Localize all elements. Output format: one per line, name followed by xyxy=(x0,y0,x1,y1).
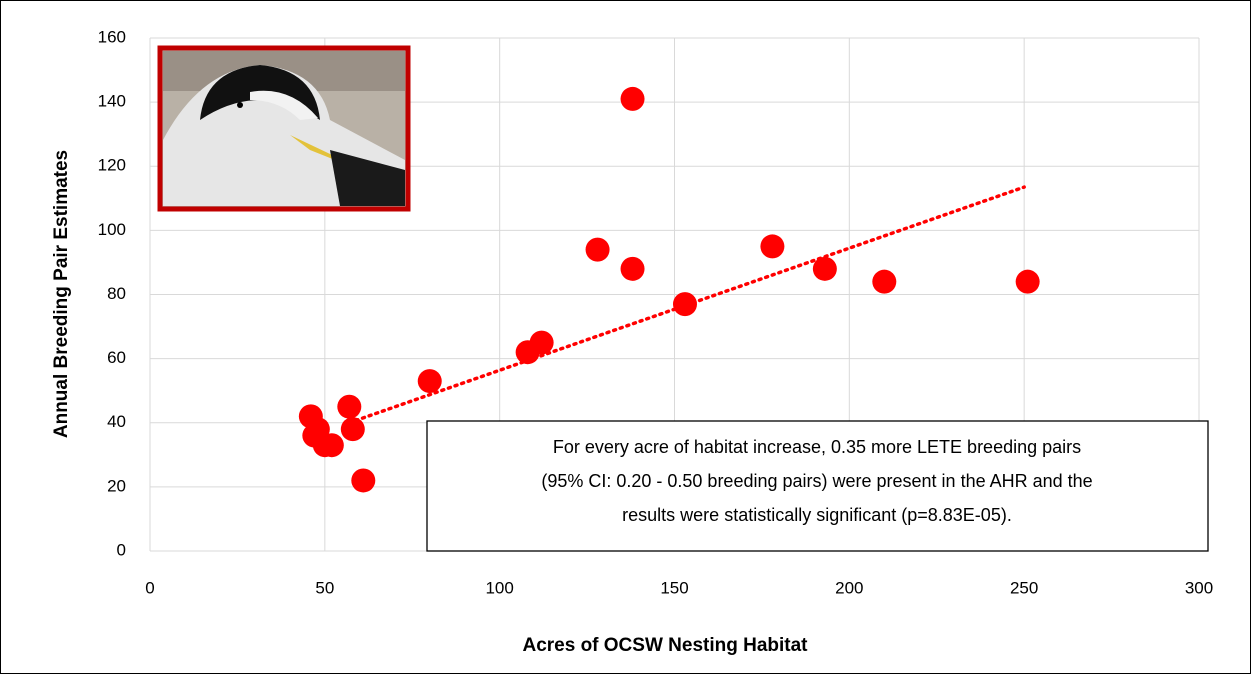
annotation-line: results were statistically significant (… xyxy=(622,505,1012,525)
annotation-box: For every acre of habitat increase, 0.35… xyxy=(426,420,1209,552)
x-tick-label: 150 xyxy=(660,578,688,597)
x-tick-label: 200 xyxy=(835,578,863,597)
x-tick-label: 0 xyxy=(145,578,154,597)
point xyxy=(620,256,645,281)
point xyxy=(337,394,362,419)
x-axis-label: Acres of OCSW Nesting Habitat xyxy=(522,635,808,656)
point xyxy=(585,237,610,262)
point xyxy=(1015,269,1040,294)
point xyxy=(620,86,645,111)
y-axis-label: Annual Breeding Pair Estimates xyxy=(51,150,72,438)
y-tick-label: 60 xyxy=(107,348,126,367)
y-tick-label: 140 xyxy=(98,92,126,111)
x-tick-label: 50 xyxy=(315,578,334,597)
x-tick-label: 250 xyxy=(1010,578,1038,597)
x-tick-label: 300 xyxy=(1185,578,1213,597)
y-tick-label: 40 xyxy=(107,412,126,431)
point xyxy=(319,433,344,458)
bird-photo xyxy=(157,45,411,212)
marks xyxy=(298,86,1040,493)
point xyxy=(760,234,785,259)
point xyxy=(529,330,554,355)
y-tick-label: 120 xyxy=(98,156,126,175)
point xyxy=(351,468,376,493)
y-tick-label: 0 xyxy=(117,540,126,559)
annotation-line: (95% CI: 0.20 - 0.50 breeding pairs) wer… xyxy=(541,471,1092,491)
point xyxy=(417,369,442,394)
point xyxy=(812,256,837,281)
annotation-line: For every acre of habitat increase, 0.35… xyxy=(553,437,1081,457)
y-tick-label: 20 xyxy=(107,476,126,495)
x-tick-label: 100 xyxy=(485,578,513,597)
y-tick-label: 100 xyxy=(98,220,126,239)
point xyxy=(340,417,365,442)
point xyxy=(672,292,697,317)
y-tick-label: 160 xyxy=(98,27,126,46)
point xyxy=(872,269,897,294)
y-tick-label: 80 xyxy=(107,284,126,303)
